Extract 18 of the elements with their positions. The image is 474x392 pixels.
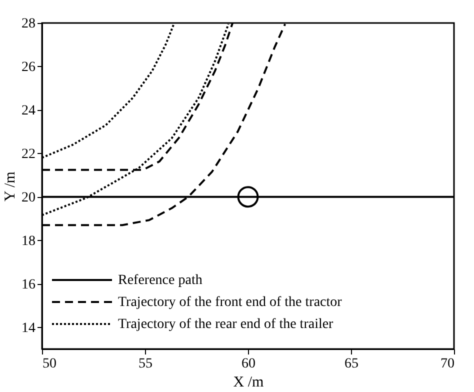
y-tick-label: 26 — [22, 60, 36, 75]
legend-label: Trajectory of the rear end of the trailer — [118, 317, 334, 332]
y-tick-label: 16 — [22, 277, 36, 292]
legend-label: Reference path — [118, 273, 202, 288]
legend-label: Trajectory of the front end of the tractor — [118, 295, 342, 310]
y-tick-label: 14 — [22, 320, 36, 336]
x-tick-label: 65 — [344, 356, 358, 372]
x-tick-label: 50 — [42, 356, 56, 372]
y-tick-label: 22 — [22, 146, 36, 162]
x-tick-label: 55 — [138, 356, 152, 372]
x-tick-label: 70 — [440, 356, 454, 372]
y-axis-title: Y /m — [2, 171, 18, 202]
x-axis-title: X /m — [233, 374, 264, 390]
y-tick-label: 18 — [22, 234, 36, 249]
y-tick-label: 28 — [22, 16, 36, 32]
y-tick-label: 20 — [22, 190, 36, 206]
x-tick-label: 60 — [242, 356, 256, 372]
y-tick-label: 24 — [22, 103, 36, 118]
